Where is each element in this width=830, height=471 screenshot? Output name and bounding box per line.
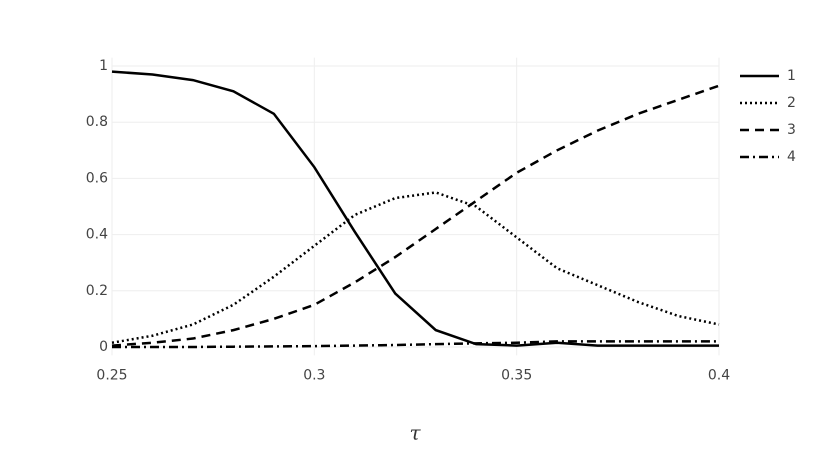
x-tick-label: 0.25 <box>96 367 127 383</box>
y-tick-label: 0.8 <box>86 114 108 130</box>
y-tick-label: 0.4 <box>86 227 108 243</box>
legend-label: 2 <box>787 95 796 111</box>
data-line <box>112 340 719 349</box>
legend-label: 4 <box>787 149 796 165</box>
data-line <box>111 84 720 347</box>
x-tick-label: 0.4 <box>708 367 730 383</box>
y-tick-label: 1 <box>99 58 108 74</box>
data-line <box>111 191 720 344</box>
y-tick-label: 0 <box>99 339 108 355</box>
x-tick-label: 0.35 <box>501 367 532 383</box>
legend-label: 1 <box>787 68 796 84</box>
legend-label: 3 <box>787 122 796 138</box>
data-line <box>111 70 719 347</box>
y-tick-label: 0.2 <box>86 283 108 299</box>
y-tick-label: 0.6 <box>86 170 108 186</box>
x-tick-label: 0.3 <box>303 367 325 383</box>
x-axis-title: τ <box>409 421 421 445</box>
